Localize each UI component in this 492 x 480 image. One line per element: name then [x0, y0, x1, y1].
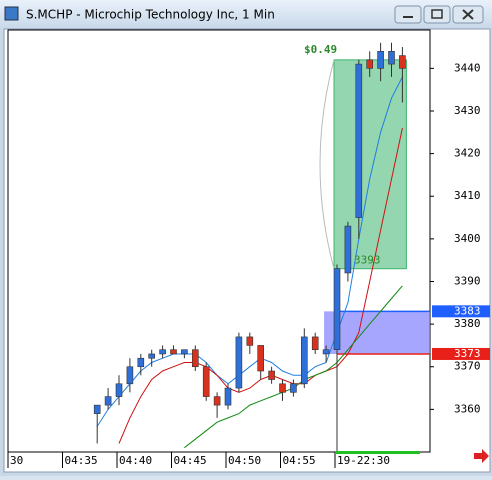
- price-tag-label: 3373: [454, 347, 481, 360]
- candle-body: [279, 383, 286, 393]
- x-tick-label: 30: [10, 454, 23, 467]
- candle-body: [126, 366, 134, 385]
- candle-body: [290, 383, 297, 393]
- x-tick-label: 04:55: [283, 454, 316, 467]
- candle-body: [192, 349, 199, 368]
- candle-body: [181, 349, 188, 355]
- minimize-button[interactable]: [394, 5, 422, 24]
- candle-body: [268, 370, 275, 380]
- candle-body: [202, 366, 210, 397]
- window-buttons[interactable]: [394, 5, 484, 24]
- session-bar: [335, 451, 420, 454]
- x-tick-label: 19-22:30: [337, 454, 390, 467]
- x-tick-label: 04:35: [65, 454, 98, 467]
- candle-body: [388, 51, 395, 65]
- y-tick-label: 3390: [454, 274, 481, 287]
- x-tick-label: 04:40: [119, 454, 152, 467]
- candle-body: [322, 349, 330, 355]
- y-tick-label: 3400: [454, 232, 481, 245]
- range-label: $0.49: [304, 43, 337, 56]
- range-low-label: 3393: [354, 254, 381, 267]
- plot-content: 3393: [93, 42, 430, 452]
- candle-body: [399, 55, 406, 69]
- candle-body: [137, 357, 145, 368]
- window-title: S.MCHP - Microchip Technology Inc, 1 Min: [26, 8, 275, 22]
- candle-body: [333, 268, 341, 350]
- candle-body: [235, 336, 243, 389]
- candle-body: [257, 345, 265, 372]
- price-tag: [432, 347, 490, 360]
- candle-body: [311, 336, 319, 350]
- candle-body: [355, 63, 363, 218]
- candle-body: [213, 396, 221, 406]
- axes: 3360 3370 3380 3390 3400 3410 3420 3430 3440 30 04…: [7, 43, 490, 468]
- candle-body: [115, 383, 123, 397]
- range-arc: [319, 59, 335, 269]
- candle-body: [377, 51, 384, 69]
- scroll-arrow[interactable]: [474, 449, 489, 463]
- maximize-button[interactable]: [423, 5, 451, 24]
- y-tick-label: 3420: [454, 147, 481, 160]
- indicator-line: [96, 76, 403, 427]
- price-tag: [432, 305, 490, 318]
- x-tick-label: 04:50: [228, 454, 261, 467]
- x-tick-label: 04:45: [174, 454, 207, 467]
- y-tick-label: 3370: [454, 360, 481, 373]
- candle-body: [93, 404, 101, 414]
- candle-body: [170, 349, 177, 355]
- y-tick-label: 3430: [454, 104, 481, 117]
- app-icon: [4, 6, 19, 21]
- candle-body: [104, 396, 112, 406]
- candle-body: [366, 59, 374, 69]
- price-tag-label: 3383: [454, 304, 481, 317]
- candle-body: [344, 225, 352, 274]
- y-tick-label: 3360: [454, 402, 481, 415]
- y-tick-label: 3410: [454, 189, 481, 202]
- candle-body: [224, 387, 232, 406]
- y-tick-label: 3380: [454, 317, 481, 330]
- candle-body: [159, 349, 166, 355]
- candle-body: [246, 336, 254, 346]
- y-tick-label: 3440: [454, 61, 481, 74]
- candle-body: [300, 336, 308, 385]
- candle-body: [148, 353, 155, 359]
